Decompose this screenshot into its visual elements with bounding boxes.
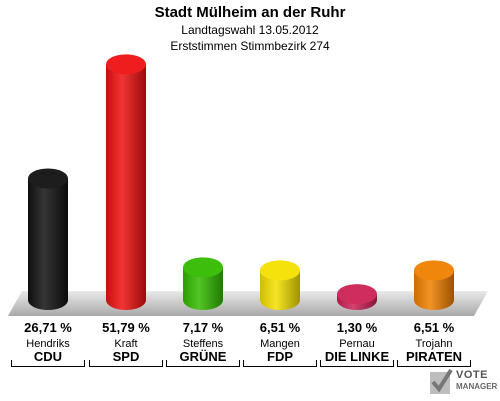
- party-label: DIE LINKE: [324, 349, 390, 364]
- candidate-label: Trojahn: [415, 338, 453, 350]
- category-bracket: [243, 360, 317, 367]
- bar-body: [28, 178, 68, 310]
- bar-spd: [106, 54, 146, 310]
- bar-grüne: [183, 257, 223, 310]
- bar-top: [260, 260, 300, 281]
- bar-body: [183, 267, 223, 310]
- bar-body: [106, 64, 146, 310]
- category-bracket: [397, 360, 471, 367]
- category-bracket: [320, 360, 394, 367]
- chart-title: Stadt Mülheim an der Ruhr: [154, 4, 346, 21]
- checkmark-ballot-icon: [430, 368, 453, 394]
- party-label: FDP: [267, 349, 293, 364]
- value-label: 51,79 %: [102, 320, 150, 335]
- party-label: CDU: [33, 349, 63, 364]
- bar-top: [337, 284, 377, 305]
- value-label: 6,51 %: [413, 320, 455, 335]
- candidate-label: Steffens: [182, 338, 224, 350]
- bar-fdp: [260, 260, 300, 310]
- party-label: PIRATEN: [405, 349, 463, 364]
- candidate-label: Mangen: [260, 338, 300, 350]
- bar-piraten: [414, 260, 454, 310]
- party-label: SPD: [112, 349, 140, 364]
- bar-top: [28, 168, 68, 189]
- value-label: 7,17 %: [182, 320, 224, 335]
- category-bracket: [89, 360, 163, 367]
- value-label: 1,30 %: [336, 320, 378, 335]
- chart-subtitle-district: Erststimmen Stimmbezirk 274: [170, 39, 330, 53]
- bar-body: [260, 270, 300, 310]
- vote-manager-logo: VOTE MANAGER: [426, 366, 498, 398]
- bar-body: [414, 270, 454, 310]
- candidate-label: Hendriks: [26, 338, 70, 350]
- logo-line2: MANAGER: [456, 382, 498, 391]
- bar-die-linke: [337, 284, 377, 310]
- bar-top: [183, 257, 223, 278]
- party-label: GRÜNE: [179, 349, 227, 364]
- candidate-label: Kraft: [114, 338, 138, 350]
- value-label: 6,51 %: [259, 320, 301, 335]
- bar-top: [106, 54, 146, 75]
- bar-top: [414, 260, 454, 281]
- bar-cdu: [28, 168, 68, 310]
- candidate-label: Pernau: [339, 338, 375, 350]
- chart-subtitle-election: Landtagswahl 13.05.2012: [181, 23, 319, 37]
- category-bracket: [166, 360, 240, 367]
- logo-line1: VOTE: [456, 369, 488, 381]
- category-bracket: [11, 360, 85, 367]
- value-label: 26,71 %: [24, 320, 72, 335]
